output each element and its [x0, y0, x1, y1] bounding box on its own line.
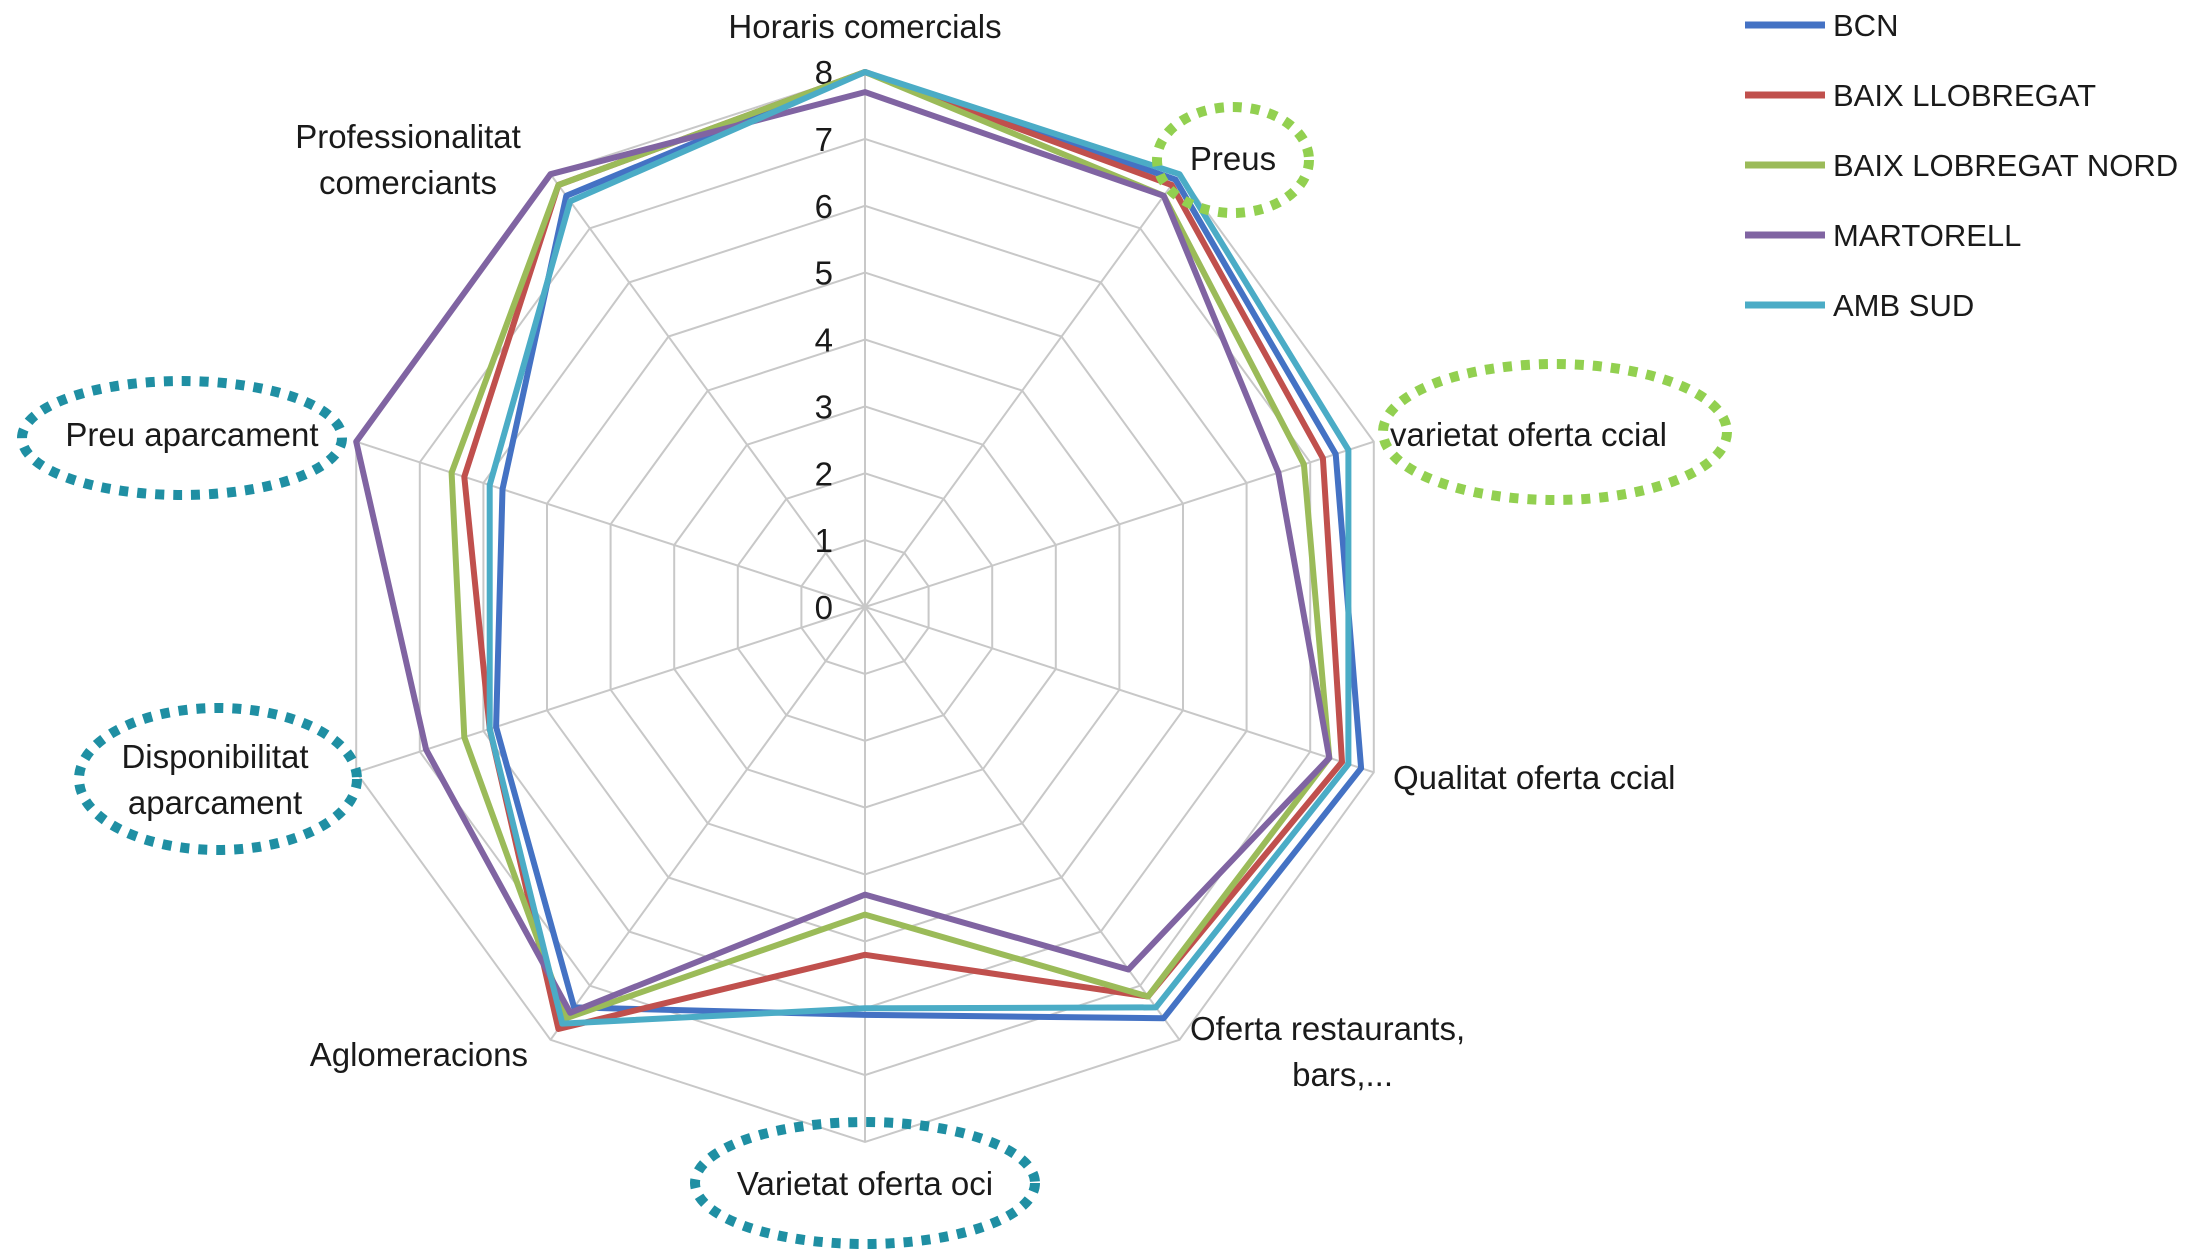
- spoke-professionalitat-comerciants: [549, 173, 866, 608]
- spoke-disponibilitat-aparcament: [355, 606, 866, 774]
- category-label-preus: Preus: [1190, 140, 1276, 177]
- highlight-ellipse-disponibilitat-aparcament: [74, 703, 362, 855]
- series-line-baix-lobregat-nord: [448, 69, 1333, 1022]
- legend-label: BCN: [1833, 8, 1898, 43]
- category-label-line: Varietat oferta oci: [737, 1165, 993, 1202]
- series-lines: [353, 69, 1365, 1032]
- category-label-line: Qualitat oferta ccial: [1393, 759, 1675, 796]
- category-highlights: [17, 102, 1732, 1249]
- series-line-martorell: [353, 89, 1333, 1016]
- legend-label: BAIX LLOBREGAT: [1833, 78, 2096, 113]
- category-label-line: bars,...: [1292, 1056, 1393, 1093]
- category-label-varietat-oferta-ccial: varietat oferta ccial: [1390, 416, 1667, 453]
- legend: BCN BAIX LLOBREGAT BAIX LOBREGAT NORD MARTO…: [1745, 8, 2178, 323]
- series-line-amb-sud: [486, 69, 1352, 1027]
- category-label-line: aparcament: [128, 784, 302, 821]
- radial-tick-labels: 0 1 2 3 4 5 6 7 8: [815, 54, 833, 626]
- category-label-oferta-restaurants-bars: Oferta restaurants, bars,...: [1190, 1010, 1465, 1093]
- category-label-qualitat-oferta-ccial: Qualitat oferta ccial: [1393, 759, 1675, 796]
- category-label-line: varietat oferta ccial: [1390, 416, 1667, 453]
- tick-label-0: 0: [815, 589, 833, 626]
- tick-label-8: 8: [815, 54, 833, 91]
- legend-label: MARTORELL: [1833, 218, 2021, 253]
- spoke-preus: [864, 173, 1181, 608]
- category-labels: Horaris comercials Preus varietat oferta c…: [65, 8, 1675, 1202]
- tick-label-3: 3: [815, 388, 833, 425]
- category-label-line: Horaris comercials: [728, 8, 1001, 45]
- category-label-aglomeracions: Aglomeracions: [310, 1036, 528, 1073]
- category-label-line: Professionalitat: [295, 118, 521, 155]
- category-label-varietat-oferta-oci: Varietat oferta oci: [737, 1165, 993, 1202]
- legend-label: BAIX LOBREGAT NORD: [1833, 148, 2178, 183]
- tick-label-1: 1: [815, 522, 833, 559]
- category-label-line: Preus: [1190, 140, 1276, 177]
- spoke-aglomeracions: [549, 606, 866, 1041]
- spoke-preu-aparcament: [355, 440, 866, 608]
- legend-item-amb-sud: AMB SUD: [1745, 288, 1974, 323]
- tick-label-4: 4: [815, 322, 833, 359]
- category-label-line: Preu aparcament: [65, 416, 318, 453]
- spoke-qualitat-oferta-ccial: [864, 606, 1375, 774]
- category-label-preu-aparcament: Preu aparcament: [65, 416, 318, 453]
- spoke-oferta-restaurants-bars: [864, 606, 1181, 1041]
- category-label-disponibilitat-aparcament: Disponibilitat aparcament: [121, 738, 308, 821]
- highlight-ellipse-preus: [1152, 102, 1314, 218]
- category-label-professionalitat-comerciants: Professionalitat comerciants: [295, 118, 521, 201]
- category-label-line: comerciants: [319, 164, 497, 201]
- legend-label: AMB SUD: [1833, 288, 1974, 323]
- spoke-varietat-oferta-ccial: [864, 440, 1375, 608]
- legend-item-baix-lobregat-nord: BAIX LOBREGAT NORD: [1745, 148, 2178, 183]
- legend-item-martorell: MARTORELL: [1745, 218, 2021, 253]
- tick-label-2: 2: [815, 455, 833, 492]
- highlight-ellipse-preu-aparcament: [17, 376, 347, 500]
- legend-item-baix-llobregat: BAIX LLOBREGAT: [1745, 78, 2096, 113]
- tick-label-5: 5: [815, 255, 833, 292]
- category-label-line: Aglomeracions: [310, 1036, 528, 1073]
- category-label-line: Oferta restaurants,: [1190, 1010, 1465, 1047]
- tick-label-7: 7: [815, 121, 833, 158]
- legend-item-bcn: BCN: [1745, 8, 1898, 43]
- tick-label-6: 6: [815, 188, 833, 225]
- series-line-baix-llobregat: [461, 69, 1345, 1032]
- category-label-line: Disponibilitat: [121, 738, 308, 775]
- series-line-bcn: [493, 69, 1365, 1022]
- highlight-ellipse-varietat-oferta-oci: [690, 1117, 1040, 1249]
- highlight-ellipse-varietat-oferta-ccial: [1378, 359, 1732, 505]
- category-label-horaris-comercials: Horaris comercials: [728, 8, 1001, 45]
